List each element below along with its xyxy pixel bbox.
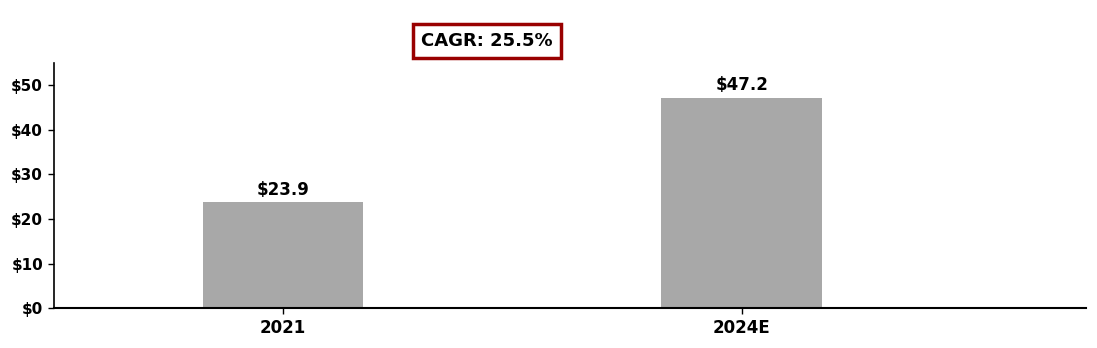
Text: $23.9: $23.9 [257, 181, 309, 198]
Bar [203, 201, 363, 308]
Text: CAGR: 25.5%: CAGR: 25.5% [421, 32, 553, 50]
Bar [661, 97, 822, 308]
Text: $47.2: $47.2 [715, 76, 768, 94]
